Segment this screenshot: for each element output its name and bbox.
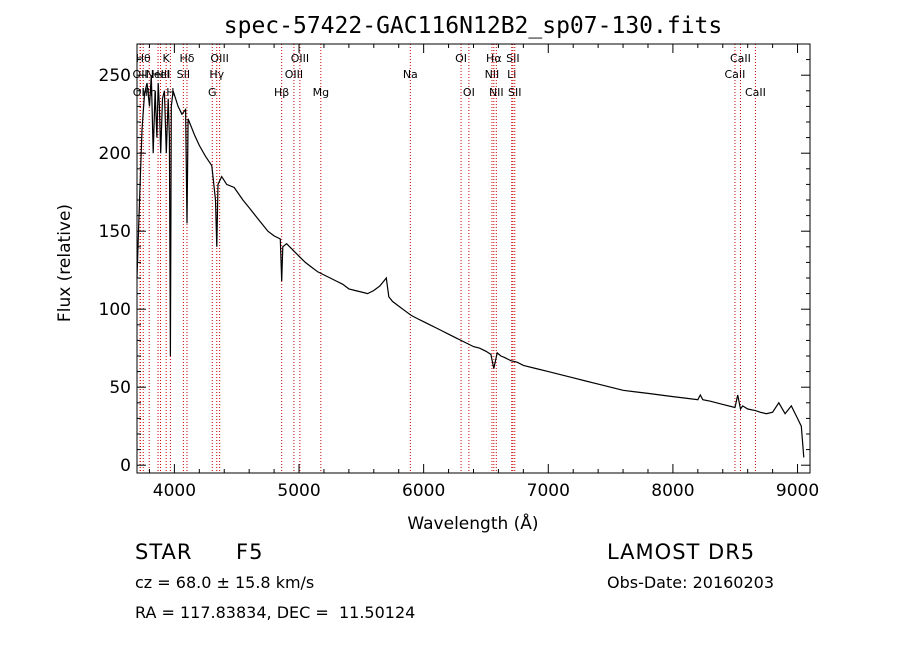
plot-frame <box>136 43 811 474</box>
y-axis-label: Flux (relative) <box>55 204 75 322</box>
spectral-line-label: Li <box>507 68 516 81</box>
spectral-line-label: Hθ <box>136 52 151 65</box>
y-tick-label: 50 <box>109 378 131 398</box>
x-axis-label: Wavelength (Å) <box>407 512 538 534</box>
spectral-line-label: CaII <box>730 52 751 65</box>
x-tick-label: 7000 <box>527 481 570 501</box>
sky-coordinates: RA = 117.83834, DEC = 11.50124 <box>135 603 416 622</box>
spectral-line-label: HeI <box>151 68 169 81</box>
object-class: STAR <box>135 540 193 564</box>
spectral-line-label: SII <box>506 52 519 65</box>
spectral-line-label: OIII <box>285 68 303 81</box>
spectral-line-label: CaII <box>725 68 746 81</box>
spectral-line-label: Hδ <box>179 52 194 65</box>
spectral-line-label: CaII <box>745 86 766 99</box>
spectral-line-label: OI <box>463 86 475 99</box>
spectral-line-label: Na <box>403 68 418 81</box>
redshift-value: cz = 68.0 ± 15.8 km/s <box>135 573 315 592</box>
spectral-line-label: OIII <box>210 52 228 65</box>
survey-name: LAMOST DR5 <box>607 540 756 564</box>
spectral-line-label: G <box>208 86 217 99</box>
y-tick-label: 250 <box>99 66 131 86</box>
y-tick-label: 200 <box>99 144 131 164</box>
y-axis: 0 50 100 150 200 250 <box>99 59 810 476</box>
chart-title: spec-57422-GAC116N12B2_sp07-130.fits <box>224 13 723 39</box>
y-tick-label: 0 <box>120 456 131 476</box>
spectral-line-label: Hγ <box>209 68 224 81</box>
x-tick-label: 9000 <box>776 481 819 501</box>
spectrum-chart: spec-57422-GAC116N12B2_sp07-130.fits Hθ O… <box>55 13 819 534</box>
spectral-line-label: Hβ <box>274 86 289 99</box>
y-tick-label: 150 <box>99 222 131 242</box>
spectral-line-label: SII <box>508 86 521 99</box>
spectral-line-label: OI <box>455 52 467 65</box>
spectral-line-label: OIII <box>291 52 309 65</box>
x-tick-label: 4000 <box>153 481 196 501</box>
object-subclass: F5 <box>236 540 264 564</box>
x-tick-label: 5000 <box>277 481 320 501</box>
spectral-line-label: Mg <box>313 86 329 99</box>
spectral-line-label: K <box>163 52 171 65</box>
spectrum-series-line <box>136 75 805 458</box>
spectral-line-label: H <box>166 86 174 99</box>
spectral-line-markers: HθOIIOIIHηNeIIIHeIKHHδSIIGHγOIIIHβOIIIOI… <box>133 44 766 473</box>
spectral-line-label: NII <box>485 68 500 81</box>
x-tick-label: 6000 <box>402 481 445 501</box>
spectral-line-label: Hα <box>486 52 502 65</box>
x-tick-label: 8000 <box>651 481 694 501</box>
x-axis: 4000 5000 6000 7000 8000 9000 <box>148 44 819 501</box>
observation-date: Obs-Date: 20160203 <box>607 573 775 592</box>
y-tick-label: 100 <box>99 300 131 320</box>
spectral-line-label: SII <box>177 68 190 81</box>
spectral-line-label: NII <box>489 86 504 99</box>
